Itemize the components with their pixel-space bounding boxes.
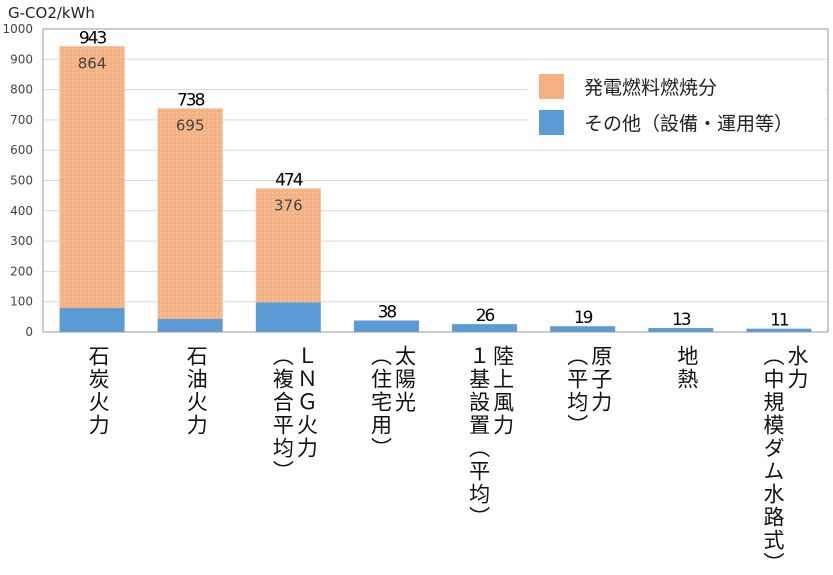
fuel-value-label: 376 xyxy=(274,196,303,214)
y-tick-label: 500 xyxy=(10,174,33,188)
y-tick-label: 300 xyxy=(10,234,33,248)
y-tick-label: 900 xyxy=(10,52,33,66)
bar-other xyxy=(353,320,419,332)
y-axis-unit-label: G-CO2/kWh xyxy=(8,4,95,22)
bar-other xyxy=(746,328,812,332)
bar-fuel xyxy=(255,188,321,303)
y-tick-label: 600 xyxy=(10,143,33,157)
total-value-label: 738 xyxy=(177,90,205,110)
bar-other xyxy=(550,326,616,332)
bar-other xyxy=(157,318,223,332)
y-tick-label: 1000 xyxy=(2,22,33,36)
total-value-label: 19 xyxy=(574,308,593,328)
legend-label-fuel: 発電燃料燃焼分 xyxy=(584,77,718,99)
x-category-label: 原子力 （平均） xyxy=(564,345,613,437)
stacked-bar-chart: 0 100 200 300 400 500 600 700 800 900 1000 864 943 69… xyxy=(2,22,829,339)
x-category-label: ＬＮＧ火力 （複合平均） xyxy=(270,345,319,483)
legend-swatch-other xyxy=(539,110,564,135)
legend-label-other: その他（設備・運用等） xyxy=(584,113,794,135)
total-value-label: 38 xyxy=(378,302,397,322)
total-value-label: 11 xyxy=(770,311,789,331)
bar-other xyxy=(255,302,321,332)
bar-fuel xyxy=(157,108,223,319)
fuel-value-label: 864 xyxy=(78,54,107,72)
x-category-label: 陸上風力 １基設置（平均） xyxy=(466,345,515,529)
bar-fuel xyxy=(59,46,125,309)
legend: 発電燃料燃焼分 その他（設備・運用等） xyxy=(527,65,825,145)
bar-other xyxy=(452,324,518,332)
x-category-label: 水力 （中規模ダム水路式） xyxy=(760,345,809,575)
y-tick-label: 0 xyxy=(25,325,33,339)
y-tick-label: 800 xyxy=(10,83,33,97)
x-category-label: 石炭火力 xyxy=(86,345,111,437)
total-value-label: 26 xyxy=(476,306,495,326)
y-tick-label: 400 xyxy=(10,204,33,218)
total-value-label: 474 xyxy=(275,170,303,190)
legend-item-other: その他（設備・運用等） xyxy=(539,109,793,136)
total-value-label: 943 xyxy=(79,28,107,48)
bar-other xyxy=(59,308,125,332)
fuel-value-label: 695 xyxy=(176,116,205,134)
x-category-label: 石油火力 xyxy=(184,345,209,437)
y-tick-label: 200 xyxy=(10,264,33,278)
legend-item-fuel: 発電燃料燃焼分 xyxy=(539,73,717,100)
y-tick-label: 100 xyxy=(10,295,33,309)
y-tick-label: 700 xyxy=(10,113,33,127)
x-category-label: 太陽光 （住宅用） xyxy=(368,345,417,460)
x-category-label: 地熱 xyxy=(674,345,699,391)
legend-swatch-fuel xyxy=(539,74,564,99)
total-value-label: 13 xyxy=(672,310,691,330)
bar-other xyxy=(648,328,714,332)
